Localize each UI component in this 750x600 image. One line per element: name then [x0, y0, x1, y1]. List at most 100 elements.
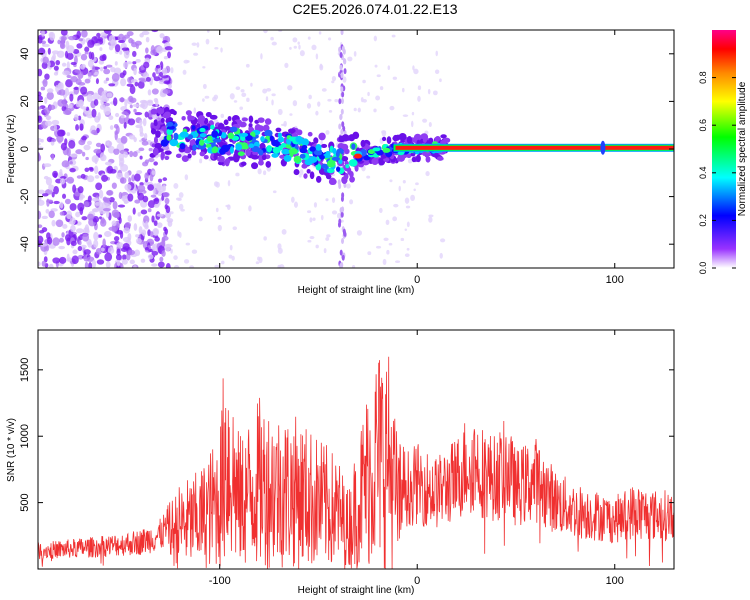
noise-point: [137, 192, 145, 201]
noise-point: [52, 170, 58, 178]
noise-point: [434, 69, 440, 74]
noise-point: [41, 30, 45, 37]
noise-point: [96, 259, 105, 265]
noise-point: [392, 216, 398, 222]
noise-point: [142, 117, 147, 127]
noise-point: [79, 123, 84, 131]
noise-point: [220, 47, 223, 53]
noise-point: [85, 156, 89, 161]
x-tick-label: 0: [414, 575, 420, 587]
ridge-halo-point: [169, 108, 176, 115]
noise-point: [271, 93, 276, 97]
streak-point: [340, 108, 344, 115]
streak-point: [341, 91, 345, 98]
ridge-halo-point: [318, 132, 326, 141]
snr-ylabel: SNR (10 * v/v): [6, 418, 17, 482]
noise-point: [325, 130, 330, 135]
noise-point: [46, 91, 54, 101]
noise-point: [43, 256, 48, 263]
ridge-core-point: [229, 126, 238, 133]
noise-point: [80, 53, 88, 61]
noise-point: [133, 136, 137, 143]
noise-point: [170, 67, 174, 74]
noise-point: [405, 205, 411, 209]
noise-point: [41, 260, 46, 267]
ridge-halo-point: [189, 139, 196, 146]
noise-point: [148, 157, 155, 163]
ridge-core-point: [269, 135, 274, 142]
ridge-halo-point: [205, 112, 212, 118]
noise-point: [38, 261, 41, 267]
noise-point: [51, 138, 57, 143]
colorbar-tick-label: 0.8: [698, 71, 708, 84]
streak-point: [339, 64, 343, 71]
noise-point: [38, 195, 42, 202]
y-tick-label: 0: [19, 146, 31, 152]
noise-point: [133, 265, 137, 268]
noise-point: [46, 88, 54, 93]
noise-point: [425, 171, 430, 177]
noise-point: [139, 155, 143, 160]
ridge-core-point: [308, 156, 318, 164]
noise-point: [402, 114, 409, 117]
ridge-halo-point: [248, 123, 253, 128]
streak-point: [339, 52, 343, 59]
streak-point: [341, 206, 345, 213]
ridge-halo-point: [199, 151, 206, 157]
noise-point: [151, 215, 155, 223]
noise-point: [327, 37, 332, 41]
ridge-core-point: [240, 142, 248, 150]
noise-point: [167, 220, 173, 227]
noise-point: [277, 243, 282, 250]
noise-point: [106, 140, 113, 147]
noise-point: [137, 212, 141, 217]
noise-point: [62, 70, 71, 76]
noise-point: [147, 208, 152, 213]
noise-point: [215, 181, 220, 188]
noise-point: [51, 219, 56, 227]
ridge-halo-point: [240, 161, 247, 167]
noise-point: [59, 211, 65, 216]
noise-point: [381, 130, 387, 137]
noise-point: [157, 261, 165, 268]
noise-point: [132, 103, 140, 108]
noise-point: [107, 145, 115, 154]
noise-point: [55, 219, 64, 228]
noise-point: [277, 108, 283, 116]
streak-point: [341, 254, 345, 261]
noise-point: [69, 153, 78, 158]
noise-point: [308, 94, 312, 100]
noise-point: [291, 196, 295, 203]
carrier-blip: [600, 140, 606, 155]
noise-point: [105, 64, 113, 68]
noise-point: [63, 109, 72, 116]
ridge-core-point: [293, 155, 302, 163]
noise-point: [132, 50, 137, 58]
noise-point: [215, 207, 219, 213]
noise-point: [77, 81, 86, 86]
noise-point: [97, 112, 101, 121]
noise-point: [86, 140, 93, 146]
ridge-core-point: [351, 143, 356, 150]
noise-point: [64, 87, 69, 97]
noise-point: [128, 134, 136, 140]
noise-point: [360, 97, 364, 103]
noise-point: [71, 255, 79, 265]
noise-point: [164, 46, 173, 51]
noise-point: [38, 68, 43, 77]
ridge-halo-point: [343, 172, 349, 180]
ridge-halo-point: [181, 116, 186, 121]
noise-point: [49, 31, 56, 41]
noise-point: [147, 89, 152, 96]
y-tick-label: 40: [19, 48, 31, 60]
colorbar-tick-label: 0.0: [698, 262, 708, 275]
y-tick-label: 1000: [19, 424, 31, 448]
noise-point: [94, 165, 99, 175]
noise-point: [99, 55, 106, 62]
noise-point: [128, 177, 132, 184]
noise-point: [240, 89, 245, 93]
noise-point: [93, 71, 99, 76]
noise-point: [119, 177, 127, 184]
noise-point: [145, 77, 151, 82]
ridge-core-point: [331, 156, 341, 161]
